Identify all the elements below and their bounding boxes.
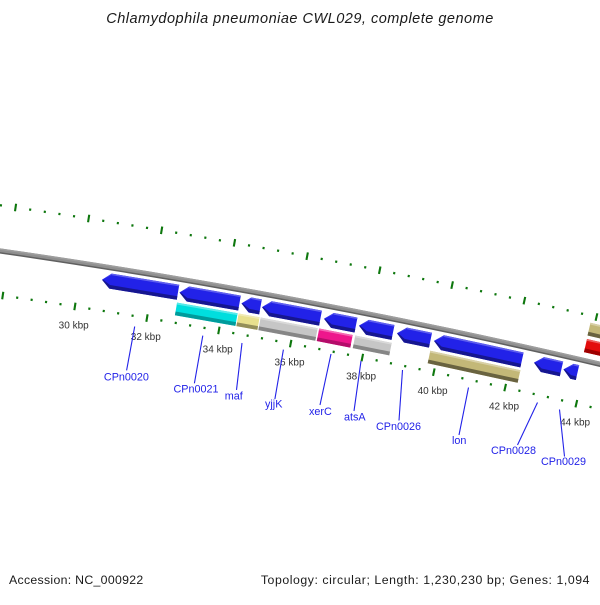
svg-text:38 kbp: 38 kbp [346,372,376,383]
svg-text:30 kbp: 30 kbp [59,320,89,331]
svg-text:CPn0021: CPn0021 [174,383,219,395]
svg-text:36 kbp: 36 kbp [274,358,304,369]
svg-text:lon: lon [452,435,466,447]
svg-text:xerC: xerC [309,406,332,418]
svg-text:CPn0020: CPn0020 [104,372,149,384]
svg-text:44 kbp: 44 kbp [560,418,590,429]
svg-text:atsA: atsA [344,412,366,424]
svg-text:CPn0028: CPn0028 [491,445,536,457]
svg-text:maf: maf [225,391,244,403]
svg-text:34 kbp: 34 kbp [203,345,233,356]
svg-text:CPn0026: CPn0026 [376,421,421,433]
svg-text:CPn0029: CPn0029 [541,456,586,468]
svg-text:40 kbp: 40 kbp [418,386,448,397]
svg-text:42 kbp: 42 kbp [489,402,519,413]
svg-text:32 kbp: 32 kbp [131,332,161,343]
svg-text:yjjK: yjjK [265,399,283,411]
